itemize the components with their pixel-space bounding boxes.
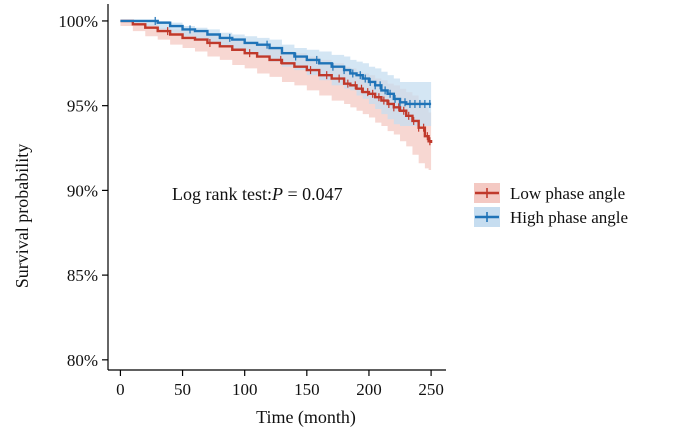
logrank-value: = 0.047 — [283, 184, 343, 204]
x-tick-label: 200 — [356, 380, 382, 399]
x-axis-ticks: 0 50 100 150 200 250 — [116, 370, 444, 399]
legend-high-label: High phase angle — [510, 208, 628, 227]
logrank-annotation: Log rank test:P = 0.047 — [172, 184, 343, 204]
confidence-band-high — [120, 20, 432, 127]
y-axis-title: Survival probability — [12, 144, 32, 288]
x-tick-label: 50 — [174, 380, 191, 399]
logrank-prefix: Log rank test: — [172, 184, 272, 204]
logrank-stat: P — [271, 184, 283, 204]
y-tick-label: 100% — [58, 12, 98, 31]
x-tick-label: 250 — [418, 380, 444, 399]
y-tick-label: 95% — [67, 97, 98, 116]
survival-curve-low — [120, 19, 433, 143]
confidence-bands — [120, 20, 432, 171]
y-tick-label: 85% — [67, 266, 98, 285]
y-axis-ticks: 100% 95% 90% 85% 80% — [58, 12, 108, 370]
x-tick-label: 150 — [294, 380, 320, 399]
y-tick-label: 80% — [67, 351, 98, 370]
survival-curve-high — [120, 19, 432, 106]
x-tick-label: 100 — [232, 380, 258, 399]
legend: Low phase angle High phase angle — [474, 183, 628, 227]
survival-curves — [120, 19, 433, 143]
legend-low-label: Low phase angle — [510, 184, 625, 203]
legend-item-low[interactable]: Low phase angle — [474, 183, 625, 203]
x-axis-title: Time (month) — [256, 407, 356, 428]
legend-item-high[interactable]: High phase angle — [474, 207, 628, 227]
y-tick-label: 90% — [67, 181, 98, 200]
censor-marks — [154, 16, 431, 146]
x-tick-label: 0 — [116, 380, 125, 399]
